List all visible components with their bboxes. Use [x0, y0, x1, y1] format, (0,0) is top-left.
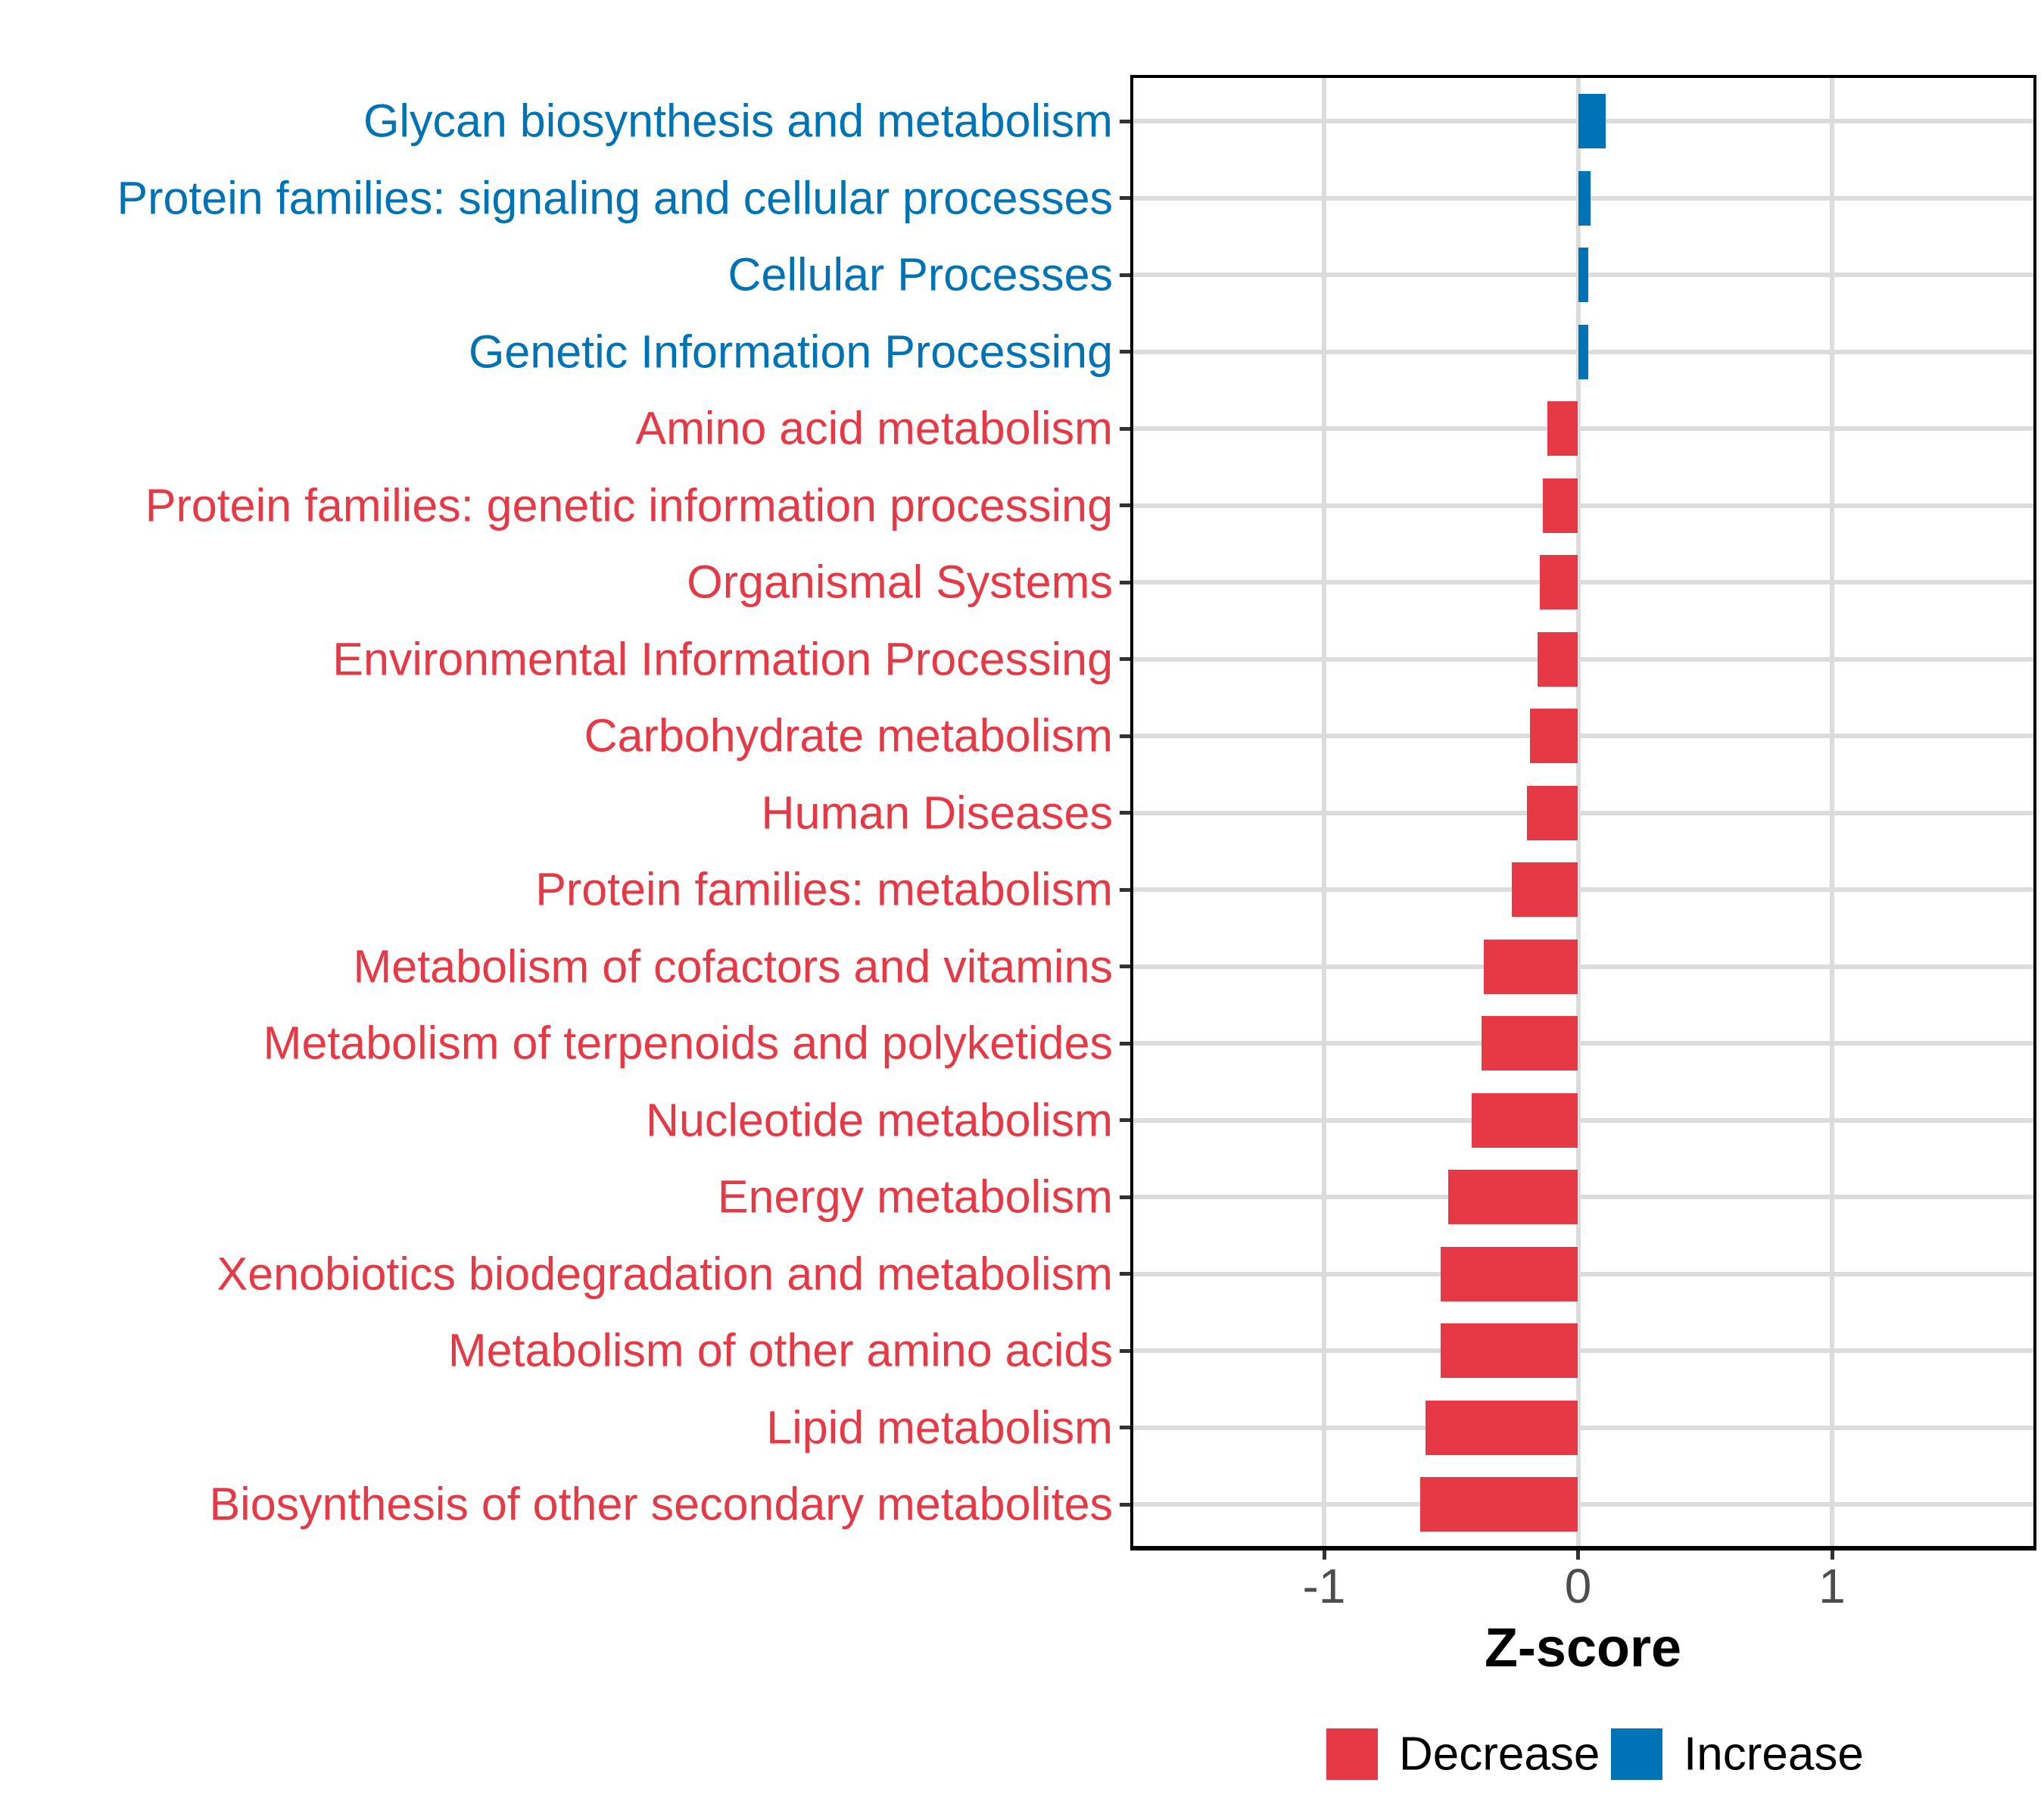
y-tick-mark	[1120, 273, 1130, 277]
y-tick-mark	[1120, 734, 1130, 738]
y-tick-mark	[1120, 350, 1130, 354]
bar	[1547, 401, 1578, 456]
gridline-horizontal	[1133, 887, 2033, 892]
y-tick-mark	[1120, 1426, 1130, 1429]
legend-swatch-increase	[1611, 1728, 1662, 1780]
x-tick-label: 0	[1564, 1559, 1592, 1613]
category-label: Xenobiotics biodegradation and metabolis…	[217, 1248, 1113, 1299]
gridline-horizontal	[1133, 1502, 2033, 1507]
legend-label-decrease: Decrease	[1399, 1728, 1600, 1781]
x-axis-title: Z-score	[1484, 1618, 1682, 1678]
category-label: Metabolism of other amino acids	[447, 1324, 1113, 1376]
bar	[1578, 170, 1591, 226]
bar	[1578, 248, 1588, 302]
gridline-horizontal	[1133, 1348, 2033, 1353]
gridline-horizontal	[1133, 964, 2033, 969]
bar	[1448, 1170, 1578, 1224]
gridline-horizontal	[1133, 656, 2033, 662]
bar	[1537, 631, 1578, 687]
gridline-horizontal	[1133, 1195, 2033, 1199]
y-tick-mark	[1120, 196, 1130, 200]
x-tick-mark	[1576, 1551, 1580, 1560]
bar	[1426, 1400, 1578, 1455]
gridline-horizontal	[1133, 1271, 2033, 1276]
legend-swatch-decrease	[1326, 1728, 1378, 1780]
gridline-horizontal	[1133, 1117, 2033, 1123]
y-tick-mark	[1120, 1502, 1130, 1507]
bar	[1529, 709, 1578, 763]
y-tick-mark	[1120, 887, 1130, 892]
category-label: Protein families: genetic information pr…	[145, 479, 1113, 531]
category-label: Metabolism of terpenoids and polyketides	[263, 1017, 1113, 1069]
category-label: Environmental Information Processing	[332, 633, 1113, 684]
y-tick-mark	[1120, 503, 1130, 507]
bar	[1540, 555, 1578, 609]
y-tick-mark	[1120, 1041, 1130, 1046]
category-label: Protein families: signaling and cellular…	[117, 172, 1113, 223]
gridline-horizontal	[1133, 580, 2033, 584]
bar	[1471, 1092, 1578, 1148]
x-tick-mark	[1830, 1551, 1834, 1560]
category-label: Carbohydrate metabolism	[584, 709, 1113, 762]
y-tick-mark	[1120, 1195, 1130, 1199]
y-tick-mark	[1120, 657, 1130, 661]
gridline-horizontal	[1133, 503, 2033, 508]
gridline-horizontal	[1133, 1425, 2033, 1430]
y-tick-mark	[1120, 1272, 1130, 1276]
x-tick-label: 1	[1818, 1559, 1846, 1613]
category-label: Cellular Processes	[728, 248, 1113, 301]
y-tick-mark	[1120, 1348, 1130, 1353]
gridline-horizontal	[1133, 426, 2033, 431]
y-tick-mark	[1120, 580, 1130, 584]
category-label: Human Diseases	[761, 787, 1113, 838]
gridline-horizontal	[1133, 810, 2033, 815]
x-tick-mark	[1322, 1551, 1326, 1560]
y-tick-mark	[1120, 426, 1130, 431]
bar	[1512, 862, 1578, 917]
y-tick-mark	[1120, 965, 1130, 968]
legend-label-increase: Increase	[1684, 1728, 1864, 1781]
x-tick-label: -1	[1302, 1559, 1346, 1613]
bar	[1578, 94, 1606, 148]
category-label: Glycan biosynthesis and metabolism	[363, 95, 1113, 147]
category-label: Amino acid metabolism	[635, 402, 1113, 454]
category-label: Lipid metabolism	[766, 1401, 1113, 1453]
category-label: Organismal Systems	[687, 556, 1113, 608]
gridline-horizontal	[1133, 734, 2033, 738]
bar	[1420, 1477, 1578, 1532]
bar	[1441, 1246, 1578, 1301]
y-tick-mark	[1120, 811, 1130, 815]
category-label: Biosynthesis of other secondary metaboli…	[209, 1478, 1113, 1530]
y-tick-mark	[1120, 119, 1130, 123]
y-tick-mark	[1120, 1118, 1130, 1122]
category-label: Nucleotide metabolism	[645, 1094, 1113, 1145]
category-label: Metabolism of cofactors and vitamins	[353, 940, 1113, 992]
bar	[1482, 1016, 1578, 1071]
plot-panel	[1130, 75, 2036, 1551]
bar	[1578, 324, 1588, 379]
category-label: Protein families: metabolism	[535, 863, 1113, 915]
gridline-horizontal	[1133, 1041, 2033, 1046]
category-label: Genetic Information Processing	[468, 326, 1113, 377]
category-label: Energy metabolism	[717, 1170, 1113, 1223]
bar	[1441, 1323, 1578, 1378]
bar	[1484, 939, 1578, 994]
bar	[1542, 478, 1578, 533]
bar	[1527, 785, 1578, 840]
